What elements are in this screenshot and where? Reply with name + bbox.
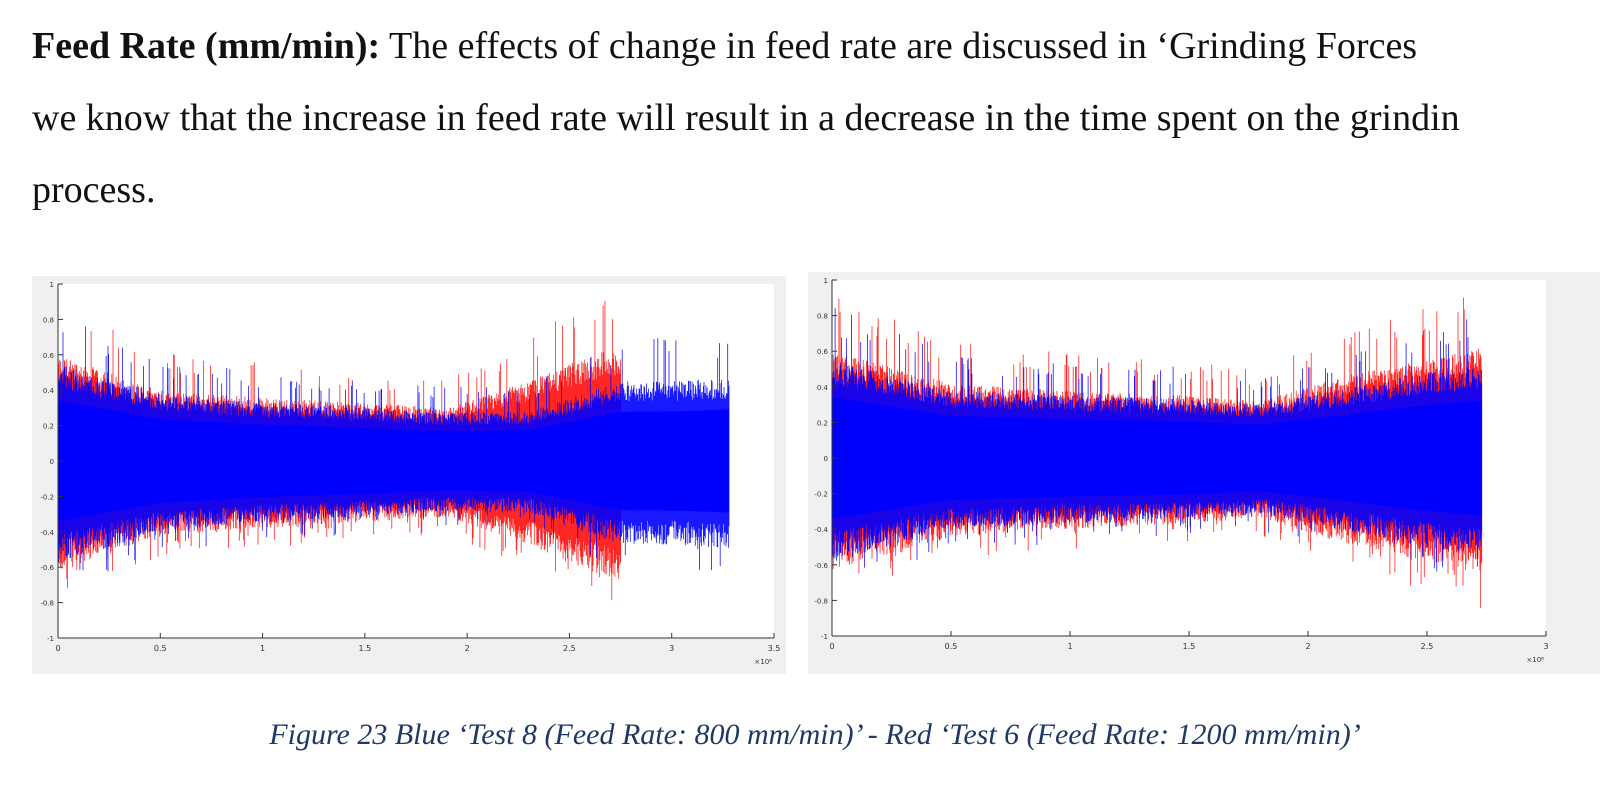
right-signal-chart: 0 0.5 1 1.5 2 2.5 3 1 0.8 0.6 0.4 0.2 0 -0.2 -0.4 -0.6 -… (814, 277, 1548, 664)
x-tick-label: 1.5 (1183, 642, 1196, 651)
x-multiplier-label: ×10⁶ (754, 658, 772, 666)
y-tick-label: 0.4 (43, 387, 55, 395)
paragraph-line-1: Feed Rate (mm/min): The effects of chang… (32, 10, 1600, 82)
x-tick-label: 3.5 (768, 644, 781, 653)
y-tick-label: 0.6 (43, 352, 55, 360)
y-tick-label: -1 (47, 635, 54, 643)
x-tick-label: 2.5 (563, 644, 576, 653)
y-tick-label: 0.4 (817, 384, 829, 392)
y-tick-label: -0.4 (40, 529, 54, 537)
x-tick-label: 1.5 (358, 644, 371, 653)
figure-right-plot: 0 0.5 1 1.5 2 2.5 3 1 0.8 0.6 0.4 0.2 0 -0.2 -0.4 -0.6 -… (808, 272, 1600, 674)
y-tick-label: 0.2 (43, 423, 54, 431)
y-tick-label: 1 (824, 277, 828, 285)
x-tick-label: 0.5 (945, 642, 958, 651)
x-tick-label: 0.5 (154, 644, 167, 653)
y-tick-label: 0.8 (43, 316, 54, 324)
y-tick-label: 1 (50, 281, 54, 289)
y-tick-label: 0.6 (817, 348, 829, 356)
y-tick-label: -1 (821, 633, 828, 641)
x-tick-label: 2.5 (1421, 642, 1434, 651)
x-tick-label: 3 (669, 644, 674, 653)
x-tick-label: 2 (1305, 642, 1310, 651)
x-multiplier-label: ×10⁶ (1526, 656, 1544, 664)
left-signal-chart: 0 0.5 1 1.5 2 2.5 3 3.5 1 0.8 0.6 0.4 0.2 0 -0.2 -0.4 -0… (40, 281, 781, 666)
paragraph-line-1-text: The effects of change in feed rate are d… (380, 25, 1418, 67)
series-core-band (832, 397, 1482, 519)
x-tick-label: 2 (465, 644, 470, 653)
y-tick-label: -0.6 (814, 562, 828, 570)
series-core-band (58, 400, 729, 522)
x-tick-label: 1 (1067, 642, 1072, 651)
x-tick-label: 1 (260, 644, 265, 653)
body-paragraph: Feed Rate (mm/min): The effects of chang… (32, 10, 1600, 226)
x-tick-label: 0 (829, 642, 834, 651)
y-tick-label: -0.2 (40, 493, 54, 501)
x-tick-label: 0 (55, 644, 60, 653)
y-tick-label: -0.6 (40, 564, 54, 572)
paragraph-line-2: we know that the increase in feed rate w… (32, 97, 1460, 139)
y-tick-label: 0.2 (817, 419, 828, 427)
y-tick-label: -0.4 (814, 526, 828, 534)
figure-caption: Figure 23 Blue ‘Test 8 (Feed Rate: 800 m… (269, 718, 1361, 751)
y-tick-label: -0.8 (40, 600, 54, 608)
figure-left-plot: 0 0.5 1 1.5 2 2.5 3 3.5 1 0.8 0.6 0.4 0.2 0 -0.2 -0.4 -0… (32, 276, 786, 674)
y-tick-label: -0.2 (814, 491, 828, 499)
x-tick-label: 3 (1543, 642, 1548, 651)
paragraph-heading: Feed Rate (mm/min): (32, 25, 381, 67)
y-tick-label: 0.8 (817, 313, 828, 321)
y-tick-label: 0 (824, 455, 828, 463)
y-tick-label: -0.8 (814, 597, 828, 605)
y-tick-label: 0 (50, 458, 54, 466)
paragraph-line-3: process. (32, 169, 156, 211)
